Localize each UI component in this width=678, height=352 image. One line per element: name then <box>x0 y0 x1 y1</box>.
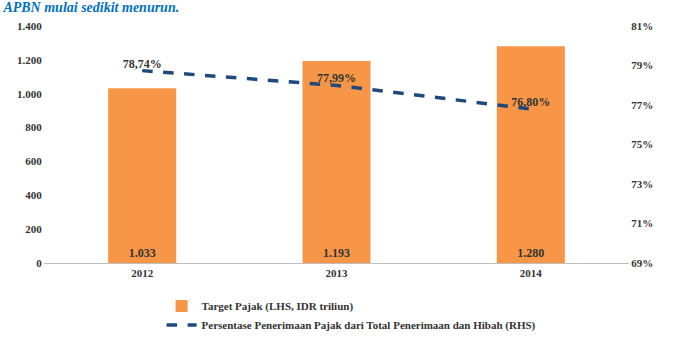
svg-text:77,99%: 77,99% <box>317 71 356 85</box>
svg-text:200: 200 <box>25 223 42 235</box>
svg-text:400: 400 <box>25 189 42 201</box>
svg-text:76,80%: 76,80% <box>511 95 550 109</box>
svg-text:Persentase Penerimaan Pajak da: Persentase Penerimaan Pajak dari Total P… <box>202 319 536 332</box>
svg-text:APBN mulai sedikit menurun.: APBN mulai sedikit menurun. <box>2 0 179 15</box>
svg-text:77%: 77% <box>631 99 653 111</box>
svg-text:79%: 79% <box>631 59 653 71</box>
svg-text:73%: 73% <box>631 178 653 190</box>
svg-text:1.193: 1.193 <box>323 246 350 260</box>
svg-text:1.280: 1.280 <box>517 246 544 260</box>
svg-text:2013: 2013 <box>326 267 349 279</box>
svg-text:2014: 2014 <box>520 267 543 279</box>
svg-text:81%: 81% <box>631 20 653 32</box>
svg-text:78,74%: 78,74% <box>123 57 162 71</box>
svg-text:800: 800 <box>25 121 42 133</box>
svg-text:1.000: 1.000 <box>17 88 42 100</box>
svg-text:69%: 69% <box>631 257 653 269</box>
svg-text:2012: 2012 <box>131 267 154 279</box>
svg-text:0: 0 <box>36 257 42 269</box>
svg-text:Target Pajak (LHS, IDR triliun: Target Pajak (LHS, IDR triliun) <box>202 300 354 313</box>
svg-text:1.033: 1.033 <box>129 246 156 260</box>
svg-text:1.200: 1.200 <box>17 54 42 66</box>
svg-text:1.400: 1.400 <box>17 20 42 32</box>
svg-text:71%: 71% <box>631 217 653 229</box>
svg-text:600: 600 <box>25 155 42 167</box>
svg-text:75%: 75% <box>631 138 653 150</box>
